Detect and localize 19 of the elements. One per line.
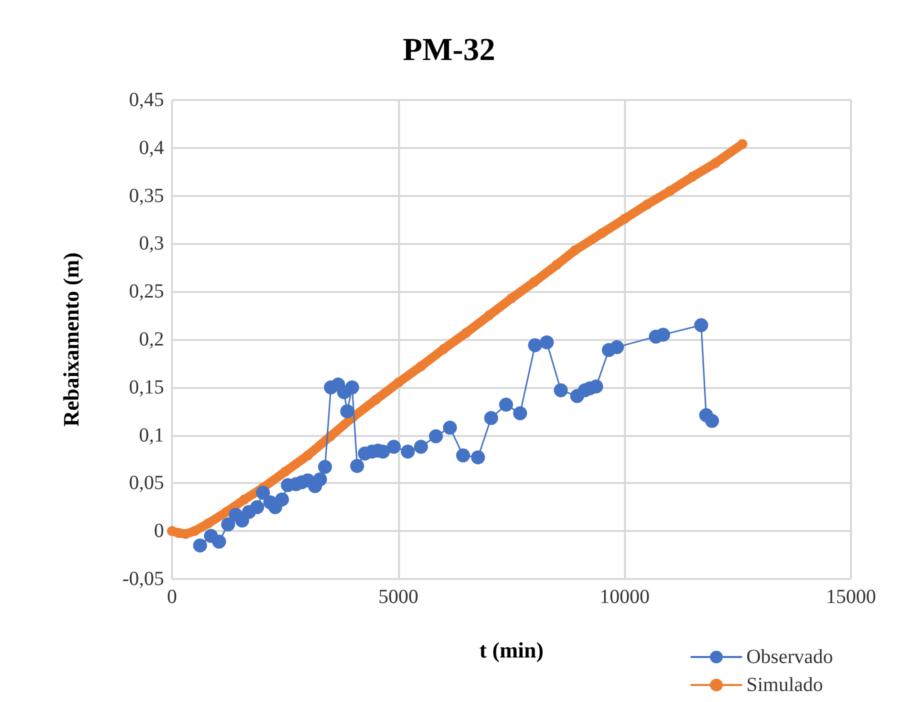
x-axis-title: t (min) <box>479 638 544 662</box>
legend-label: Simulado <box>746 674 824 696</box>
y-tick-label: 0,2 <box>139 328 164 350</box>
y-tick-label: 0,05 <box>129 472 164 494</box>
chart-title: PM-32 <box>402 31 496 67</box>
y-tick-label: 0,15 <box>129 376 164 398</box>
y-tick-label: 0,45 <box>129 89 164 111</box>
x-tick-label: 15000 <box>826 586 876 608</box>
y-tick-label: 0,35 <box>129 184 164 207</box>
y-tick-label: 0,25 <box>129 280 164 303</box>
y-tick-label: 0,1 <box>139 424 164 446</box>
x-tick-label: 10000 <box>600 586 650 608</box>
y-axis-title: Rebaixamento (m) <box>58 252 84 427</box>
x-tick-label: 5000 <box>378 586 418 608</box>
y-tick-label: 0 <box>154 520 164 542</box>
y-tick-label: -0,05 <box>122 568 164 590</box>
y-tick-label: 0,3 <box>139 232 164 255</box>
y-tick-label: 0,4 <box>139 136 164 159</box>
legend-label: Observado <box>746 646 833 668</box>
